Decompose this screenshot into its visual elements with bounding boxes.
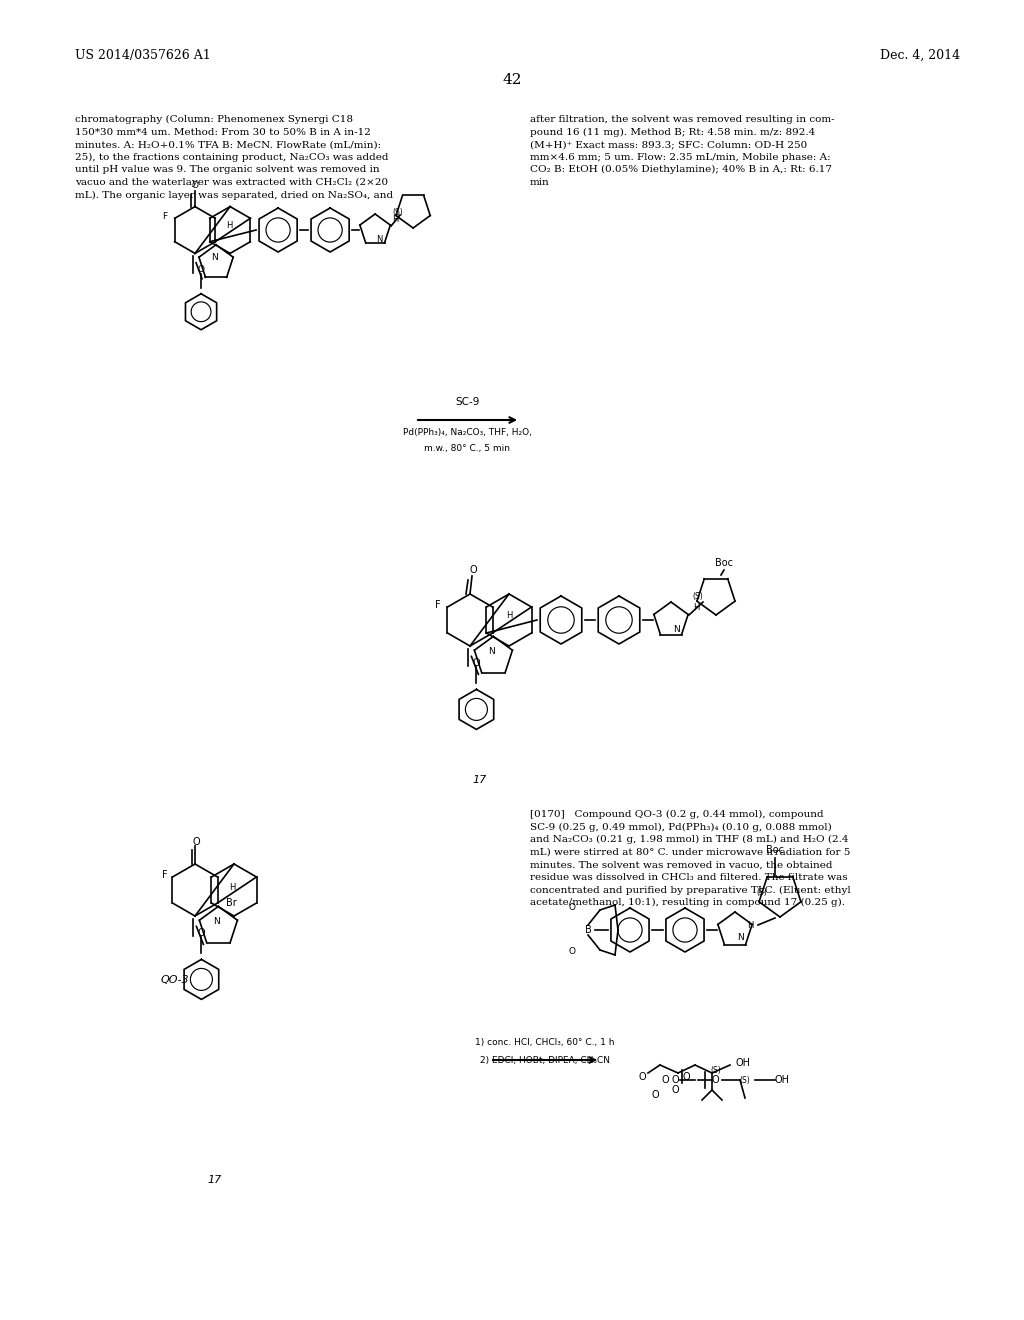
Text: O: O xyxy=(198,265,205,275)
Text: H: H xyxy=(228,883,236,892)
Text: H: H xyxy=(506,611,512,620)
Text: H: H xyxy=(746,920,754,929)
Text: m.w., 80° C., 5 min: m.w., 80° C., 5 min xyxy=(425,444,511,453)
Text: OH: OH xyxy=(774,1074,790,1085)
Text: H: H xyxy=(226,220,232,230)
Text: O: O xyxy=(568,948,575,957)
Text: F: F xyxy=(162,870,167,880)
Text: O: O xyxy=(191,181,199,190)
Text: (S): (S) xyxy=(757,888,767,898)
Text: O: O xyxy=(568,903,575,912)
Text: Boc: Boc xyxy=(766,845,784,855)
Text: H: H xyxy=(392,215,398,224)
Text: (S): (S) xyxy=(739,1076,751,1085)
Text: F: F xyxy=(434,601,440,610)
Text: O: O xyxy=(198,928,205,939)
Text: O: O xyxy=(469,565,477,576)
Text: 1) conc. HCl, CHCl₃, 60° C., 1 h: 1) conc. HCl, CHCl₃, 60° C., 1 h xyxy=(475,1038,614,1047)
Text: [0170]   Compound QO-3 (0.2 g, 0.44 mmol), compound
SC-9 (0.25 g, 0.49 mmol), Pd: [0170] Compound QO-3 (0.2 g, 0.44 mmol),… xyxy=(530,810,851,907)
Text: H: H xyxy=(693,603,699,612)
Text: 17: 17 xyxy=(208,1175,222,1185)
Text: O: O xyxy=(651,1090,658,1100)
Text: N: N xyxy=(213,917,220,925)
Text: N: N xyxy=(211,253,217,263)
Text: OH: OH xyxy=(735,1059,750,1068)
Text: 17: 17 xyxy=(473,775,487,785)
Text: 42: 42 xyxy=(502,73,522,87)
Text: O: O xyxy=(682,1072,690,1082)
Text: (S): (S) xyxy=(711,1065,721,1074)
Text: US 2014/0357626 A1: US 2014/0357626 A1 xyxy=(75,49,211,62)
Text: O: O xyxy=(671,1074,679,1085)
Text: O: O xyxy=(638,1072,646,1082)
Text: N: N xyxy=(376,235,382,243)
Text: 2) EDCl, HOBt, DIPEA, CH₃CN: 2) EDCl, HOBt, DIPEA, CH₃CN xyxy=(480,1056,610,1064)
Text: O: O xyxy=(473,659,480,668)
Text: O: O xyxy=(671,1085,679,1096)
Text: Pd(PPh₃)₄, Na₂CO₃, THF, H₂O,: Pd(PPh₃)₄, Na₂CO₃, THF, H₂O, xyxy=(403,428,531,437)
Text: Br: Br xyxy=(226,898,238,908)
Text: F: F xyxy=(162,211,167,220)
Text: chromatography (Column: Phenomenex Synergi C18
150*30 mm*4 um. Method: From 30 t: chromatography (Column: Phenomenex Syner… xyxy=(75,115,393,199)
Text: O: O xyxy=(712,1074,719,1085)
Text: B: B xyxy=(585,925,592,935)
Text: SC-9: SC-9 xyxy=(456,397,479,407)
Text: Dec. 4, 2014: Dec. 4, 2014 xyxy=(880,49,961,62)
Text: N: N xyxy=(736,933,743,942)
Text: O: O xyxy=(193,837,200,847)
Text: N: N xyxy=(488,647,495,656)
Text: Boc: Boc xyxy=(715,558,733,568)
Text: after filtration, the solvent was removed resulting in com-
pound 16 (11 mg). Me: after filtration, the solvent was remove… xyxy=(530,115,835,187)
Text: N: N xyxy=(673,626,679,635)
Text: O: O xyxy=(662,1074,669,1085)
Text: (S): (S) xyxy=(393,207,403,216)
Text: (S): (S) xyxy=(692,593,703,602)
Text: QO-3: QO-3 xyxy=(161,975,189,985)
